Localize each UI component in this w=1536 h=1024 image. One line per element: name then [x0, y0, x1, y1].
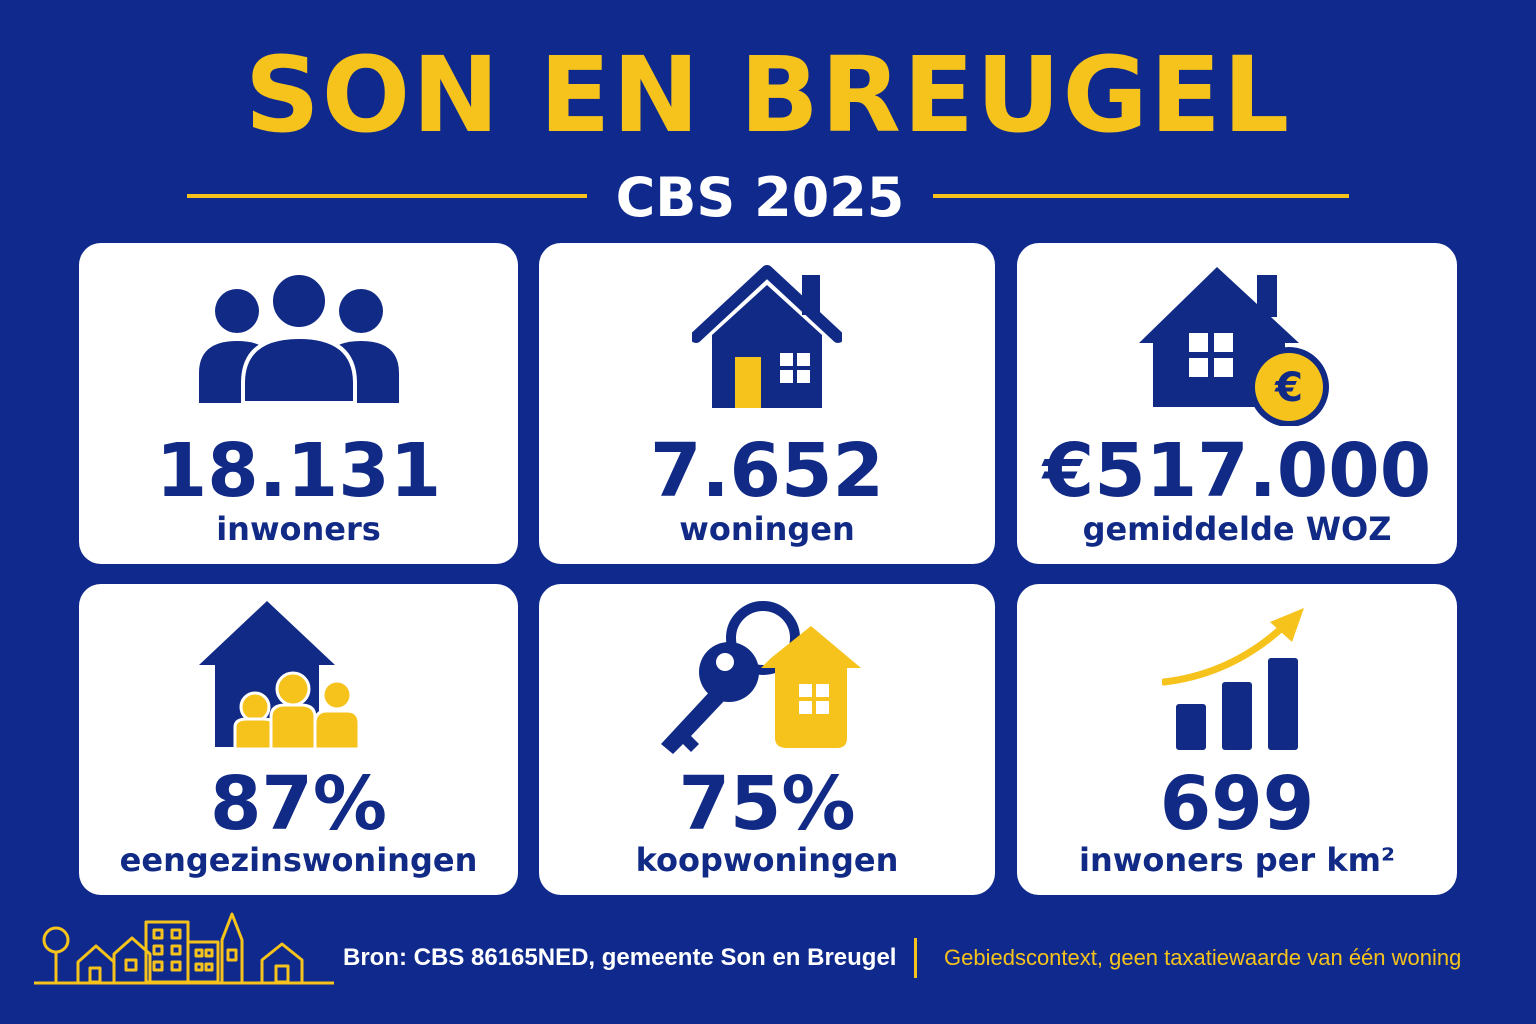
- page-title: SON EN BREUGEL: [244, 34, 1292, 156]
- subtitle-row: CBS 2025: [0, 168, 1536, 228]
- stat-label: eengezinswoningen: [119, 841, 478, 879]
- stat-card-inwoners: 18.131 inwoners: [79, 243, 518, 564]
- stat-card-eengezinswoningen: 87% eengezinswoningen: [79, 584, 518, 895]
- stat-label: gemiddelde WOZ: [1082, 510, 1392, 548]
- people-icon: [199, 273, 399, 403]
- stat-card-koopwoningen: 75% koopwoningen: [539, 584, 995, 895]
- subtitle: CBS 2025: [615, 166, 905, 229]
- house-icon: [692, 265, 842, 408]
- growth-chart-icon: [1162, 608, 1304, 750]
- footer-separator: [914, 938, 917, 978]
- house-euro-icon: €: [1139, 267, 1329, 426]
- stat-card-woningen: 7.652 woningen: [539, 243, 995, 564]
- stat-value: 87%: [209, 761, 388, 847]
- stat-label: inwoners: [216, 510, 381, 548]
- village-skyline-icon: [34, 912, 334, 985]
- stat-value: 7.652: [649, 428, 885, 514]
- family-house-icon: [199, 601, 361, 749]
- stat-label: inwoners per km²: [1079, 841, 1395, 879]
- stat-label: koopwoningen: [635, 841, 899, 879]
- stat-value: 75%: [678, 761, 856, 847]
- stat-value: €517.000: [1042, 428, 1432, 514]
- disclaimer-text: Gebiedscontext, geen taxatiewaarde van é…: [944, 945, 1462, 970]
- subtitle-rule-right: [933, 194, 1349, 198]
- subtitle-rule-left: [187, 194, 587, 198]
- key-house-icon: [661, 601, 861, 754]
- svg-text:€: €: [1274, 365, 1303, 411]
- stat-card-density: 699 inwoners per km²: [1017, 584, 1457, 895]
- stat-value: 699: [1159, 761, 1315, 847]
- stat-label: woningen: [679, 510, 855, 548]
- source-text: Bron: CBS 86165NED, gemeente Son en Breu…: [343, 944, 897, 971]
- stat-card-woz: € €517.000 gemiddelde WOZ: [1017, 243, 1457, 564]
- stat-value: 18.131: [155, 428, 442, 514]
